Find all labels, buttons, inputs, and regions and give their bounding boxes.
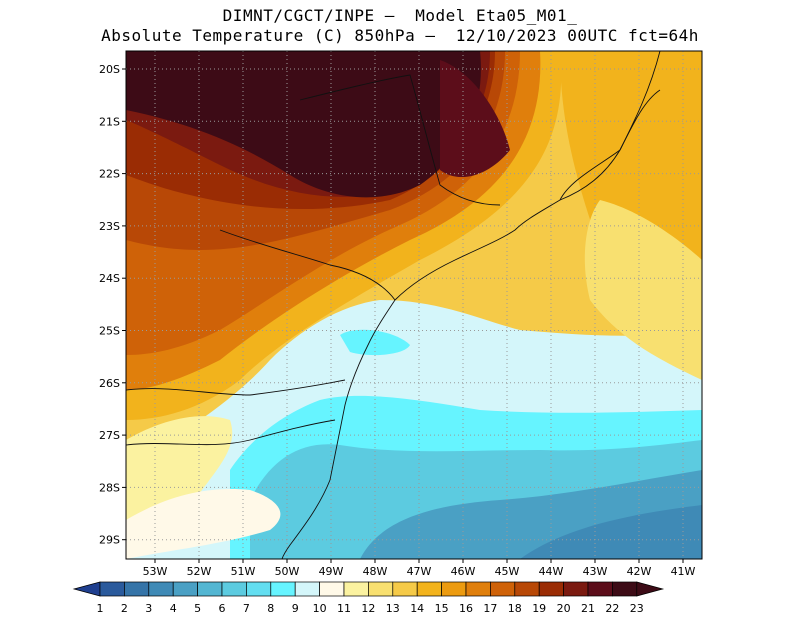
chart-title-line-2: Absolute Temperature (C) 850hPa – 12/10/… [101,26,699,45]
latitude-labels: 20S 21S 22S 23S 24S 25S 26S 27S 28S 29S [99,63,126,547]
colorbar-swatch [319,581,345,597]
field-cool-deepest [520,505,702,559]
lon-label: 50W [275,565,300,578]
lon-label: 52W [187,565,212,578]
colorbar-swatch [197,581,223,597]
colorbar-label: 20 [557,602,571,615]
colorbar-swatch [221,581,247,597]
lat-label: 21S [99,115,120,128]
lon-label: 42W [627,565,652,578]
colorbar-label: 18 [508,602,522,615]
lat-label: 20S [99,63,120,76]
lat-label: 23S [99,220,120,233]
colorbar-label: 4 [170,602,177,615]
colorbar-label: 5 [194,602,201,615]
colorbar-label: 16 [459,602,473,615]
lon-label: 41W [671,565,696,578]
colorbar-label: 15 [435,602,449,615]
border-sp-mg [299,74,501,206]
colorbar-swatch [612,581,638,597]
lat-label: 29S [99,534,120,547]
colorbar-swatch [563,581,589,597]
colorbar-swatch [392,581,418,597]
colorbar-swatch [124,581,150,597]
lon-label: 47W [407,565,432,578]
colorbar-label: 13 [386,602,400,615]
border-sc-rs [125,419,336,446]
colorbar-label: 12 [361,602,375,615]
lat-label: 24S [99,272,120,285]
colorbar-swatch [368,581,394,597]
colorbar-arrow-low [72,581,101,597]
colorbar-label: 17 [483,602,497,615]
field-sw-pale [126,489,281,559]
border-pr-sc [125,379,346,396]
colorbar-swatch [270,581,296,597]
colorbar-swatch [490,581,516,597]
colorbar-label: 1 [97,602,104,615]
lon-label: 53W [143,565,168,578]
colorbar-swatch [294,581,320,597]
colorbar-label: 3 [145,602,152,615]
colorbar-label: 22 [605,602,619,615]
colorbar-label: 8 [267,602,274,615]
colorbar-swatch [465,581,491,597]
colorbar-label: 19 [532,602,546,615]
lat-label: 22S [99,168,120,181]
field-band-22-lobe [440,60,510,178]
coastline-atlantic [281,50,661,560]
colorbar-swatch [246,581,272,597]
map-frame [125,50,703,560]
border-sp-pr [219,229,396,301]
colorbar-label: 11 [337,602,351,615]
colorbar-label: 23 [630,602,644,615]
colorbar-swatch [148,581,174,597]
lat-label: 27S [99,429,120,442]
chart-title-line-1: DIMNT/CGCT/INPE – Model Eta05_M01_ [222,6,578,25]
lon-label: 49W [319,565,344,578]
field-cyan-blob [340,329,410,356]
longitude-labels: 53W 52W 51W 50W 49W 48W 47W 46W 45W 44W 43W 42W 41W [143,559,696,578]
lon-label: 44W [539,565,564,578]
colorbar-label: 14 [410,602,424,615]
temperature-field [126,51,702,559]
lon-label: 45W [495,565,520,578]
colorbar-swatch [514,581,540,597]
lon-label: 48W [363,565,388,578]
colorbar-swatch [343,581,369,597]
colorbar-swatch [538,581,564,597]
colorbar-swatch [99,581,125,597]
lon-label: 51W [231,565,256,578]
colorbar-arrow-high [636,581,665,597]
colorbar-label: 7 [243,602,250,615]
colorbar-label: 21 [581,602,595,615]
lon-label: 43W [583,565,608,578]
colorbar-swatch [416,581,442,597]
colorbar-label: 10 [313,602,327,615]
colorbar-swatch [587,581,613,597]
colorbar: 1 2 3 4 5 6 7 8 9 10 11 12 13 14 15 16 17 18 19 20 21 22 23 [72,581,665,615]
coastline [125,50,661,560]
lon-label: 46W [451,565,476,578]
lat-label: 28S [99,481,120,494]
map-grid [126,51,702,559]
colorbar-label: 2 [121,602,128,615]
field-band-23 [126,51,481,198]
field-east-yellow [584,200,702,380]
colorbar-label: 6 [219,602,226,615]
lat-label: 26S [99,377,120,390]
colorbar-swatch [441,581,467,597]
colorbar-label: 9 [292,602,299,615]
border-minas-rio [559,89,661,201]
lat-label: 25S [99,325,120,338]
colorbar-swatch [172,581,198,597]
